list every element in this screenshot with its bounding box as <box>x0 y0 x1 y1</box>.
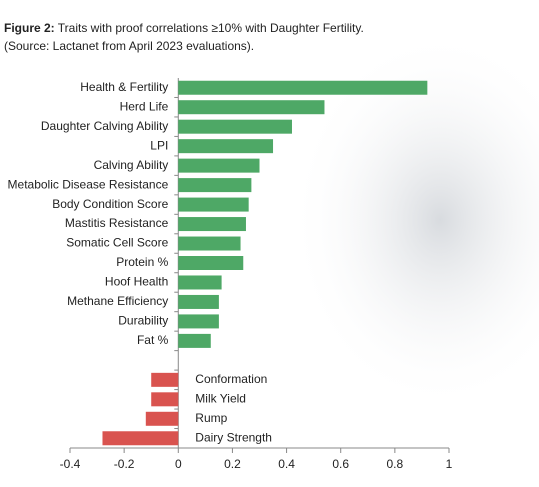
y-tick-label: Durability <box>118 314 168 328</box>
y-tick-label: Mastitis Resistance <box>65 216 169 230</box>
y-tick-label: Rump <box>195 411 227 425</box>
y-tick-label: Herd Life <box>120 99 169 113</box>
chart-subtitle: (Source: Lactanet from April 2023 evalua… <box>4 39 254 53</box>
y-tick-label: Daughter Calving Ability <box>41 119 168 133</box>
y-tick-label: Methane Efficiency <box>67 294 168 308</box>
y-tick-label: Body Condition Score <box>52 197 168 211</box>
y-tick-label: Milk Yield <box>195 391 246 405</box>
bar <box>178 256 244 270</box>
y-tick-label: Health & Fertility <box>80 80 168 94</box>
bar <box>178 294 219 309</box>
x-tick-label: 0.8 <box>387 457 404 471</box>
bar <box>178 275 222 290</box>
bar <box>178 80 428 95</box>
y-tick-label: Calving Ability <box>94 158 169 172</box>
bar <box>178 333 211 348</box>
bar <box>178 100 325 115</box>
figure-label: Figure 2: <box>4 21 55 35</box>
y-tick-label: Dairy Strength <box>195 430 272 444</box>
bar <box>178 139 274 154</box>
x-tick-label: -0.4 <box>60 457 81 471</box>
bar <box>178 314 219 329</box>
background-photo <box>290 30 539 410</box>
y-tick-label: Metabolic Disease Resistance <box>8 177 169 191</box>
y-tick-label: Fat % <box>137 333 169 347</box>
bar <box>151 392 179 407</box>
x-tick-label: -0.2 <box>114 457 135 471</box>
bar <box>178 197 249 212</box>
y-tick-label: Conformation <box>195 372 267 386</box>
x-tick-label: 0.2 <box>224 457 241 471</box>
bar <box>178 236 241 251</box>
x-tick-label: 0 <box>175 457 182 471</box>
x-tick-label: 0.4 <box>278 457 295 471</box>
y-tick-label: Hoof Health <box>105 275 168 289</box>
bar <box>178 158 260 173</box>
y-tick-label: LPI <box>150 138 168 152</box>
bar <box>178 217 246 232</box>
chart-title: Figure 2: Traits with proof correlations… <box>4 21 364 35</box>
bar <box>178 178 252 193</box>
y-tick-label: Somatic Cell Score <box>66 236 168 250</box>
title-text: Traits with proof correlations ≥10% with… <box>58 21 364 35</box>
x-tick-label: 0.6 <box>332 457 349 471</box>
bar <box>178 119 292 134</box>
bar <box>102 431 179 446</box>
bar <box>145 411 179 426</box>
bar <box>151 372 179 387</box>
x-tick-label: 1 <box>446 457 453 471</box>
y-tick-label: Protein % <box>116 255 168 269</box>
